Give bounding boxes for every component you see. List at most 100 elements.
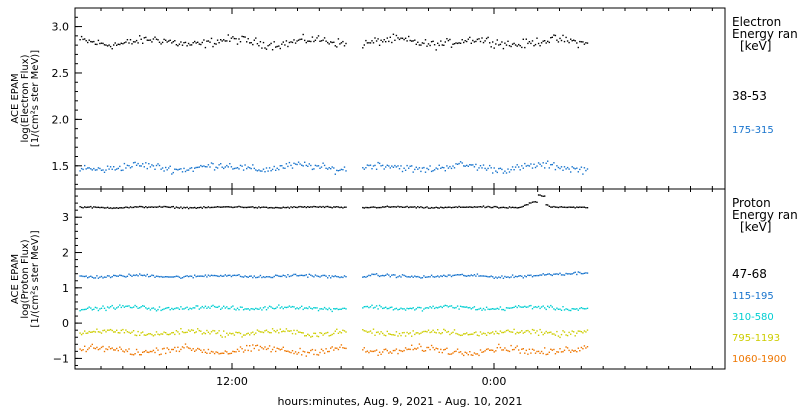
point-proton-115-195	[363, 276, 365, 278]
point-electron-175-315	[252, 164, 254, 166]
point-electron-38-53	[325, 40, 327, 42]
point-electron-175-315	[453, 167, 456, 169]
point-proton-795-1193	[368, 331, 370, 333]
point-electron-38-53	[183, 42, 185, 44]
point-proton-310-580	[108, 307, 110, 309]
point-proton-47-68	[163, 205, 165, 208]
point-proton-47-68	[571, 206, 573, 208]
point-electron-175-315	[276, 167, 278, 169]
point-electron-175-315	[540, 165, 543, 167]
point-proton-115-195	[203, 275, 205, 278]
point-electron-38-53	[489, 42, 491, 44]
point-electron-175-315	[109, 166, 112, 168]
point-electron-175-315	[459, 161, 462, 163]
point-proton-47-68	[473, 206, 476, 208]
point-proton-47-68	[140, 205, 142, 208]
point-proton-47-68	[331, 207, 333, 209]
point-proton-795-1193	[271, 328, 274, 330]
point-proton-1060-1900	[139, 354, 141, 356]
point-proton-1060-1900	[258, 349, 260, 351]
point-proton-47-68	[521, 206, 523, 208]
point-proton-310-580	[210, 305, 213, 307]
point-proton-115-195	[487, 276, 489, 278]
point-proton-47-68	[221, 206, 223, 208]
point-proton-47-68	[495, 205, 497, 208]
point-proton-1060-1900	[184, 343, 187, 345]
point-proton-1060-1900	[323, 352, 326, 354]
point-proton-1060-1900	[200, 349, 202, 351]
point-proton-1060-1900	[91, 343, 93, 346]
point-proton-310-580	[204, 305, 207, 307]
point-electron-175-315	[82, 168, 84, 171]
point-proton-1060-1900	[417, 347, 419, 349]
point-proton-310-580	[284, 306, 286, 308]
point-proton-1060-1900	[586, 346, 589, 348]
point-proton-1060-1900	[536, 350, 538, 353]
point-proton-795-1193	[582, 332, 584, 334]
point-proton-795-1193	[142, 331, 144, 333]
point-proton-1060-1900	[296, 353, 298, 355]
point-proton-115-195	[285, 276, 288, 278]
point-proton-115-195	[415, 276, 417, 278]
point-electron-38-53	[472, 39, 474, 42]
point-electron-175-315	[412, 171, 414, 173]
point-proton-310-580	[242, 309, 245, 311]
point-electron-175-315	[319, 167, 321, 169]
point-proton-1060-1900	[87, 348, 89, 351]
point-electron-175-315	[320, 166, 323, 168]
point-electron-175-315	[430, 170, 433, 173]
point-proton-795-1193	[201, 333, 203, 335]
point-proton-1060-1900	[531, 348, 534, 350]
point-electron-38-53	[304, 39, 306, 42]
point-proton-310-580	[540, 306, 543, 308]
point-electron-38-53	[487, 36, 489, 39]
point-proton-795-1193	[233, 334, 236, 336]
point-electron-175-315	[178, 168, 181, 170]
point-proton-47-68	[143, 206, 145, 209]
point-proton-310-580	[304, 307, 306, 309]
point-proton-795-1193	[235, 331, 237, 333]
point-proton-115-195	[368, 274, 370, 277]
point-proton-115-195	[473, 274, 476, 276]
y-axis-label-electron: ACE EPAM	[10, 73, 21, 123]
point-proton-47-68	[475, 206, 477, 208]
point-electron-175-315	[206, 166, 208, 168]
point-proton-1060-1900	[437, 348, 439, 350]
point-proton-115-195	[458, 274, 460, 276]
point-proton-47-68	[570, 206, 572, 208]
point-proton-310-580	[528, 305, 531, 307]
point-proton-310-580	[544, 307, 546, 309]
point-proton-310-580	[536, 306, 538, 309]
point-electron-38-53	[224, 40, 226, 42]
point-electron-175-315	[501, 168, 503, 171]
point-proton-1060-1900	[100, 346, 103, 349]
point-electron-175-315	[186, 169, 188, 171]
point-proton-795-1193	[579, 330, 581, 332]
point-electron-175-315	[533, 163, 535, 165]
point-proton-310-580	[574, 308, 576, 310]
point-proton-47-68	[215, 206, 217, 208]
point-proton-310-580	[174, 307, 176, 310]
point-proton-47-68	[307, 206, 309, 208]
point-proton-795-1193	[247, 332, 249, 334]
point-proton-115-195	[518, 275, 520, 277]
point-proton-47-68	[501, 206, 503, 209]
point-proton-47-68	[415, 207, 417, 209]
point-electron-175-315	[230, 166, 233, 168]
point-proton-47-68	[267, 207, 269, 209]
y-tick-label-proton: 1	[62, 282, 69, 295]
point-proton-47-68	[502, 206, 505, 208]
point-proton-795-1193	[505, 329, 508, 332]
point-electron-175-315	[139, 165, 141, 167]
point-electron-38-53	[534, 43, 537, 46]
point-proton-795-1193	[171, 332, 173, 334]
y-axis-label-electron: log(Electron Flux)	[20, 54, 31, 142]
point-proton-115-195	[533, 275, 535, 277]
point-proton-1060-1900	[507, 350, 509, 352]
legend-title-electron: Energy ran	[732, 27, 798, 41]
point-proton-1060-1900	[117, 349, 119, 352]
point-proton-47-68	[507, 207, 509, 209]
point-proton-310-580	[499, 306, 502, 308]
point-electron-175-315	[395, 166, 398, 168]
point-proton-795-1193	[148, 333, 150, 335]
